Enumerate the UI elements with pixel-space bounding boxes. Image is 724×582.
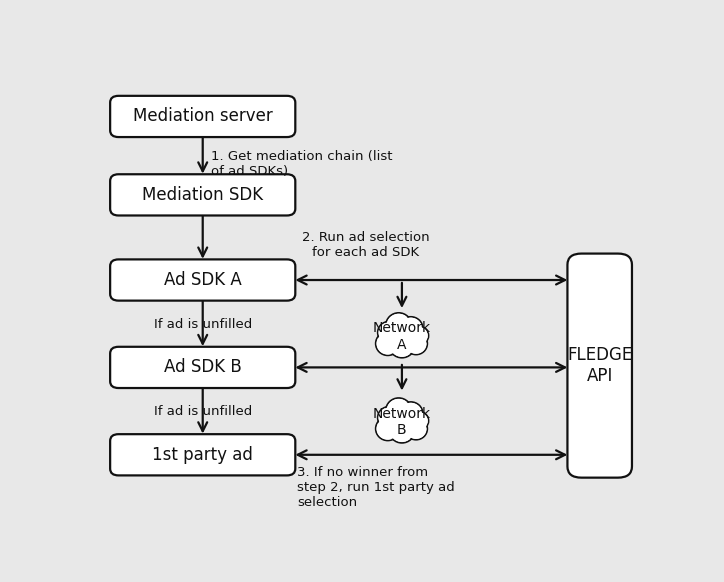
Text: If ad is unfilled: If ad is unfilled (153, 405, 252, 418)
Text: Network
B: Network B (373, 407, 431, 436)
FancyBboxPatch shape (110, 434, 295, 475)
Ellipse shape (409, 411, 429, 430)
Text: Mediation server: Mediation server (132, 108, 273, 126)
Ellipse shape (410, 412, 428, 430)
Ellipse shape (379, 322, 400, 343)
Text: Network
A: Network A (373, 321, 431, 352)
Ellipse shape (386, 398, 412, 423)
Ellipse shape (405, 418, 427, 440)
Text: 3. If no winner from
step 2, run 1st party ad
selection: 3. If no winner from step 2, run 1st par… (297, 466, 455, 509)
Ellipse shape (405, 332, 427, 354)
Ellipse shape (386, 313, 412, 338)
Text: 2. Run ad selection
for each ad SDK: 2. Run ad selection for each ad SDK (302, 230, 429, 258)
Text: Mediation SDK: Mediation SDK (142, 186, 264, 204)
Ellipse shape (400, 403, 422, 425)
Ellipse shape (410, 327, 428, 345)
Text: 1. Get mediation chain (list
of ad SDKs): 1. Get mediation chain (list of ad SDKs) (211, 150, 392, 178)
Ellipse shape (376, 332, 400, 356)
Ellipse shape (409, 327, 429, 345)
Ellipse shape (376, 418, 399, 439)
Ellipse shape (389, 332, 415, 358)
FancyBboxPatch shape (110, 174, 295, 215)
FancyBboxPatch shape (110, 260, 295, 301)
Ellipse shape (387, 399, 411, 422)
Text: If ad is unfilled: If ad is unfilled (153, 318, 252, 331)
Text: Ad SDK A: Ad SDK A (164, 271, 242, 289)
Ellipse shape (378, 321, 400, 343)
Text: Ad SDK B: Ad SDK B (164, 359, 242, 377)
Ellipse shape (400, 318, 422, 339)
FancyBboxPatch shape (110, 96, 295, 137)
Text: 1st party ad: 1st party ad (152, 446, 253, 464)
Ellipse shape (376, 417, 400, 441)
Ellipse shape (389, 418, 415, 443)
Ellipse shape (399, 402, 423, 425)
FancyBboxPatch shape (110, 347, 295, 388)
Ellipse shape (390, 418, 414, 442)
Ellipse shape (378, 407, 400, 429)
Text: FLEDGE
API: FLEDGE API (567, 346, 632, 385)
Ellipse shape (387, 314, 411, 337)
Ellipse shape (399, 317, 423, 340)
Ellipse shape (376, 333, 399, 354)
Ellipse shape (405, 333, 426, 354)
Ellipse shape (405, 418, 426, 439)
FancyBboxPatch shape (568, 254, 632, 478)
Ellipse shape (379, 407, 400, 428)
Ellipse shape (390, 333, 414, 357)
